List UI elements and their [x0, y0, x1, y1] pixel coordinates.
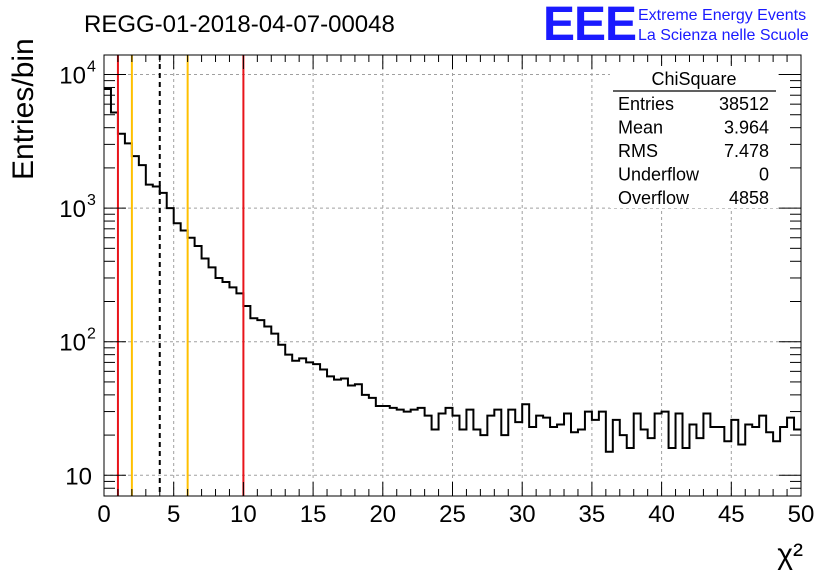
- stats-row-value: 3.964: [724, 118, 769, 138]
- x-tick-label: 15: [300, 501, 327, 528]
- y-tick-label: 10 2: [59, 326, 96, 357]
- stats-row-label: Overflow: [618, 188, 690, 208]
- x-tick-label: 10: [230, 501, 257, 528]
- histogram-line: [104, 87, 801, 453]
- eee-logo: EEE Extreme Energy Events La Scienza nel…: [543, 0, 809, 51]
- stats-row-label: Entries: [618, 94, 674, 114]
- y-tick-label-exponent: 2: [87, 326, 96, 343]
- y-tick-label: 10: [65, 463, 92, 490]
- y-tick-label-exponent: 3: [87, 192, 96, 209]
- x-tick-label: 5: [167, 501, 180, 528]
- stats-row-value: 7.478: [724, 141, 769, 161]
- stats-row-label: RMS: [618, 141, 658, 161]
- stats-row-label: Mean: [618, 118, 663, 138]
- threshold-lines: [116, 55, 245, 496]
- y-tick-label-exponent: 4: [87, 59, 96, 76]
- x-tick-label: 30: [509, 501, 536, 528]
- y-tick-label-base: 10: [65, 463, 92, 490]
- y-axis-title: Entries/bin: [7, 38, 40, 180]
- x-tick-label: 0: [97, 501, 110, 528]
- x-tick-labels: 0 5 10 15 20 25 30 35 40 45 50: [97, 501, 814, 528]
- axis-ticks: [103, 55, 802, 497]
- stats-box-name: ChiSquare: [651, 69, 736, 89]
- y-tick-label-base: 10: [59, 196, 86, 223]
- x-tick-label: 35: [579, 501, 606, 528]
- x-tick-label: 20: [369, 501, 396, 528]
- stats-row-value: 0: [759, 165, 769, 185]
- y-tick-label: 10 3: [59, 192, 96, 223]
- x-axis-title: χ²: [777, 538, 803, 571]
- stats-box-background: [610, 66, 778, 208]
- stats-row-label: Underflow: [618, 165, 700, 185]
- logo-line-2: La Scienza nelle Scuole: [638, 27, 809, 44]
- stats-box: ChiSquare Entries 38512 Mean 3.964 RMS 7.478 U…: [610, 66, 778, 208]
- chart-title: REGG-01-2018-04-07-00048: [84, 11, 395, 38]
- x-tick-label: 40: [648, 501, 675, 528]
- logo-line-1: Extreme Energy Events: [638, 7, 806, 24]
- x-tick-label: 25: [439, 501, 466, 528]
- y-tick-label-base: 10: [59, 330, 86, 357]
- y-tick-label: 10 4: [59, 59, 96, 90]
- histogram-series: [104, 87, 801, 453]
- y-tick-label-base: 10: [59, 63, 86, 90]
- x-tick-label: 50: [788, 501, 815, 528]
- logo-mark: EEE: [543, 0, 636, 51]
- x-tick-label: 45: [718, 501, 745, 528]
- stats-row-value: 4858: [729, 188, 769, 208]
- stats-row-value: 38512: [719, 94, 769, 114]
